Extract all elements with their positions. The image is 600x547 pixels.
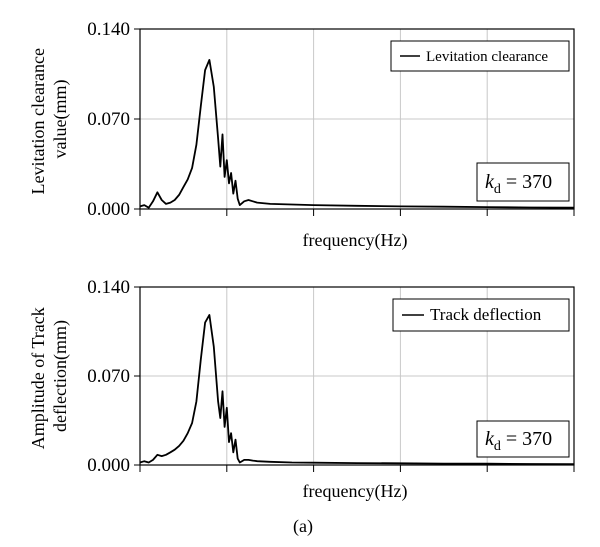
legend: Track deflection <box>392 298 570 332</box>
series-group <box>139 314 575 466</box>
y-axis-label: Amplitude of Track deflection(mm) <box>28 303 71 450</box>
axis-ticks <box>134 28 575 216</box>
plot-frame <box>139 28 575 210</box>
chart-panel-levitation: 0.000 0.070 0.140 Levitation clearance val… <box>28 19 575 251</box>
y-tick-labels: 0.000 0.070 0.140 <box>87 19 130 220</box>
series-group <box>139 59 575 209</box>
kd-annotation: kd = 370 <box>476 420 570 458</box>
y-tick-label: 0.140 <box>87 277 130 298</box>
series-line <box>139 59 575 209</box>
kd-value: = 370 <box>501 171 552 193</box>
y-axis-label-line-1: Amplitude of Track <box>28 307 48 449</box>
y-axis-label-line-1: Levitation clearance <box>28 48 48 194</box>
y-axis-label-line-2: deflection(mm) <box>50 320 71 432</box>
figure-caption: (a) <box>293 516 313 537</box>
y-tick-label: 0.000 <box>87 455 130 476</box>
kd-symbol: k <box>485 171 495 193</box>
y-tick-label: 0.140 <box>87 19 130 40</box>
legend-box <box>390 40 570 72</box>
y-axis-label-line-2: value(mm) <box>50 80 71 159</box>
x-axis-label: frequency(Hz) <box>303 481 408 502</box>
axis-ticks <box>134 286 575 472</box>
kd-annotation-text: kd = 370 <box>485 171 552 197</box>
kd-annotation-text: kd = 370 <box>485 428 552 454</box>
x-axis-label: frequency(Hz) <box>303 230 408 251</box>
legend: Levitation clearance <box>390 40 570 72</box>
kd-annotation-box <box>476 420 570 458</box>
kd-subscript: d <box>494 182 501 197</box>
kd-subscript: d <box>494 439 501 454</box>
y-tick-label: 0.000 <box>87 199 130 220</box>
series-line <box>139 314 575 466</box>
y-tick-label: 0.070 <box>87 366 130 387</box>
y-tick-label: 0.070 <box>87 109 130 130</box>
kd-symbol: k <box>485 428 495 450</box>
kd-value: = 370 <box>501 428 552 450</box>
chart-panel-track-deflection: 0.000 0.070 0.140 Amplitude of Track defle… <box>28 277 575 502</box>
legend-label: Levitation clearance <box>426 49 548 65</box>
plot-frame <box>139 286 575 466</box>
y-tick-labels: 0.000 0.070 0.140 <box>87 277 130 476</box>
y-axis-label: Levitation clearance value(mm) <box>28 44 71 195</box>
kd-annotation-box <box>476 162 570 202</box>
legend-label: Track deflection <box>430 305 542 324</box>
kd-annotation: kd = 370 <box>476 162 570 202</box>
